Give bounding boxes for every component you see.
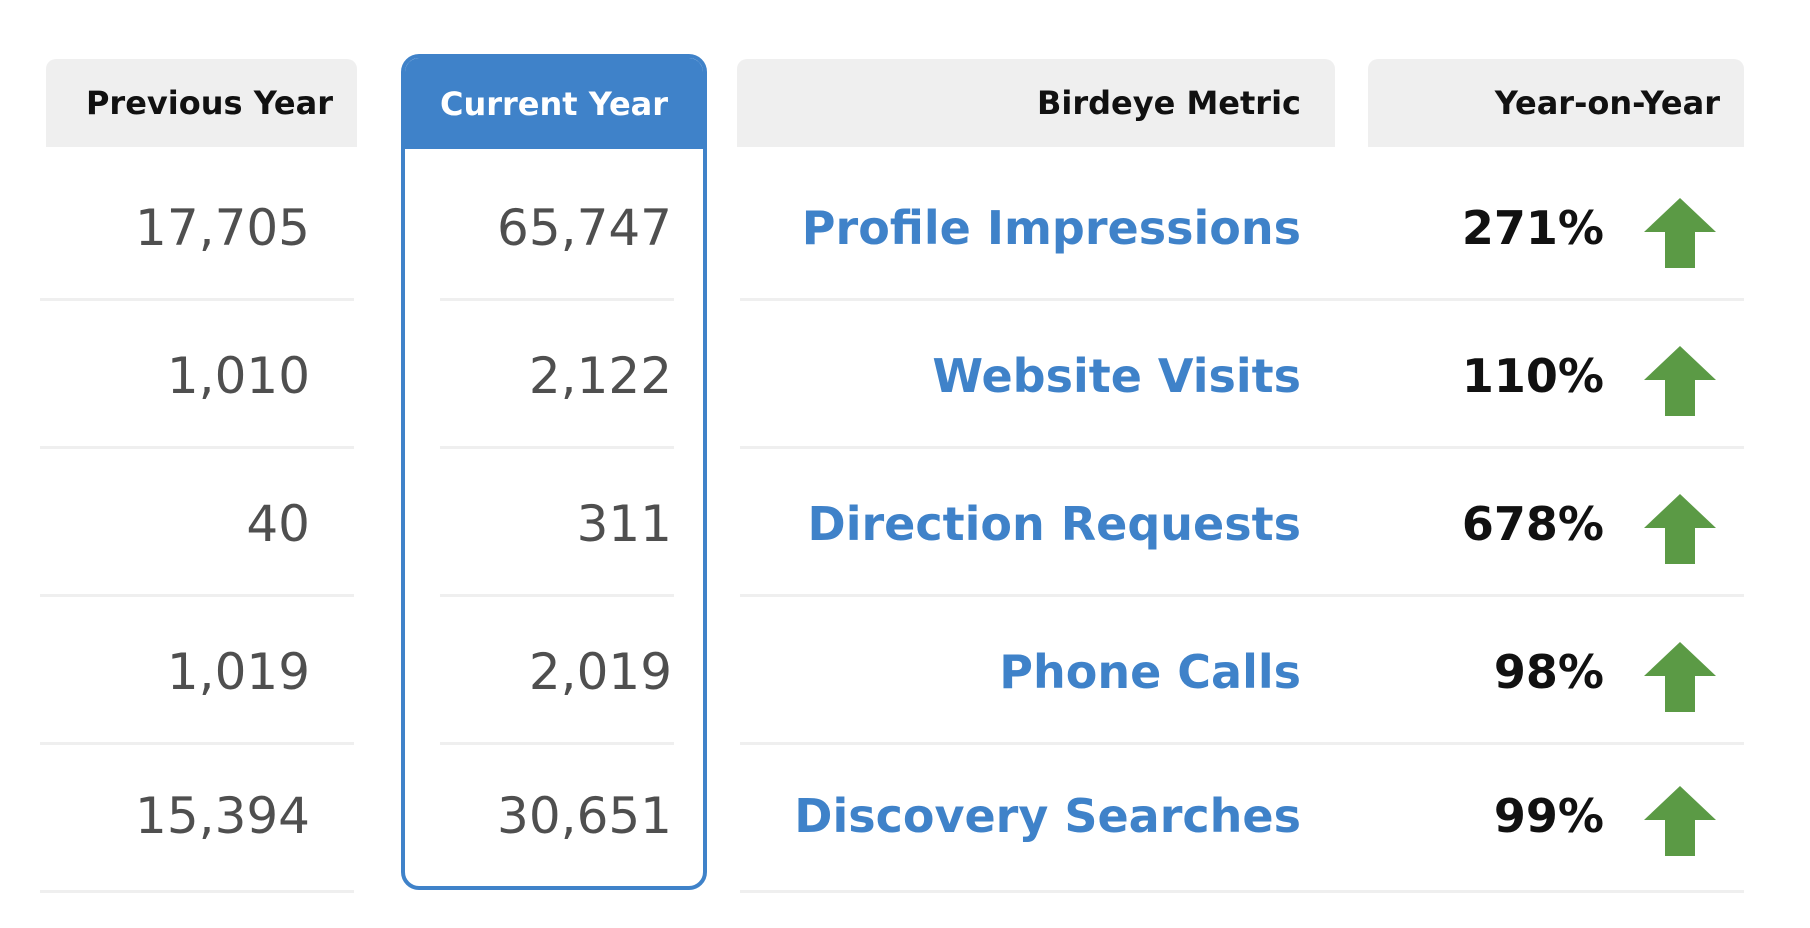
row-divider <box>740 890 1744 893</box>
row-divider <box>440 298 674 301</box>
current-year-value: 311 <box>576 495 672 553</box>
header-current-year: Current Year <box>405 58 703 149</box>
row-divider <box>740 446 1744 449</box>
previous-year-value: 1,019 <box>166 643 310 701</box>
row-divider <box>740 742 1744 745</box>
metric-name: Direction Requests <box>807 497 1301 551</box>
current-year-value: 30,651 <box>497 787 672 845</box>
row-divider <box>440 742 674 745</box>
header-previous-year: Previous Year <box>46 59 357 147</box>
table-row: 40 311 Direction Requests 678% <box>0 450 1810 598</box>
metric-name: Phone Calls <box>999 645 1301 699</box>
table-row: 1,010 2,122 Website Visits 110% <box>0 302 1810 450</box>
up-arrow-icon <box>1644 346 1716 416</box>
previous-year-value: 17,705 <box>135 199 310 257</box>
row-divider <box>740 594 1744 597</box>
up-arrow-icon <box>1644 786 1716 856</box>
yoy-percent: 271% <box>1461 201 1604 255</box>
previous-year-value: 40 <box>246 495 310 553</box>
row-divider <box>740 298 1744 301</box>
row-divider <box>40 298 354 301</box>
current-year-value: 2,019 <box>528 643 672 701</box>
previous-year-value: 15,394 <box>135 787 310 845</box>
yoy-percent: 678% <box>1461 497 1604 551</box>
yoy-percent: 99% <box>1493 789 1604 843</box>
up-arrow-icon <box>1644 494 1716 564</box>
metric-name: Profile Impressions <box>801 201 1301 255</box>
metric-name: Discovery Searches <box>794 789 1301 843</box>
table-row: 1,019 2,019 Phone Calls 98% <box>0 598 1810 746</box>
table-row: 15,394 30,651 Discovery Searches 99% <box>0 742 1810 890</box>
row-divider <box>40 890 354 893</box>
table-row: 17,705 65,747 Profile Impressions 271% <box>0 154 1810 302</box>
row-divider <box>40 446 354 449</box>
header-year-on-year: Year-on-Year <box>1368 59 1744 147</box>
row-divider <box>440 594 674 597</box>
yoy-percent: 98% <box>1493 645 1604 699</box>
metric-name: Website Visits <box>932 349 1301 403</box>
row-divider <box>40 594 354 597</box>
header-birdeye-metric: Birdeye Metric <box>737 59 1335 147</box>
row-divider <box>40 742 354 745</box>
up-arrow-icon <box>1644 198 1716 268</box>
yoy-percent: 110% <box>1461 349 1604 403</box>
previous-year-value: 1,010 <box>166 347 310 405</box>
current-year-value: 65,747 <box>497 199 672 257</box>
current-year-column: Current Year <box>401 54 707 890</box>
row-divider <box>440 446 674 449</box>
up-arrow-icon <box>1644 642 1716 712</box>
current-year-value: 2,122 <box>528 347 672 405</box>
